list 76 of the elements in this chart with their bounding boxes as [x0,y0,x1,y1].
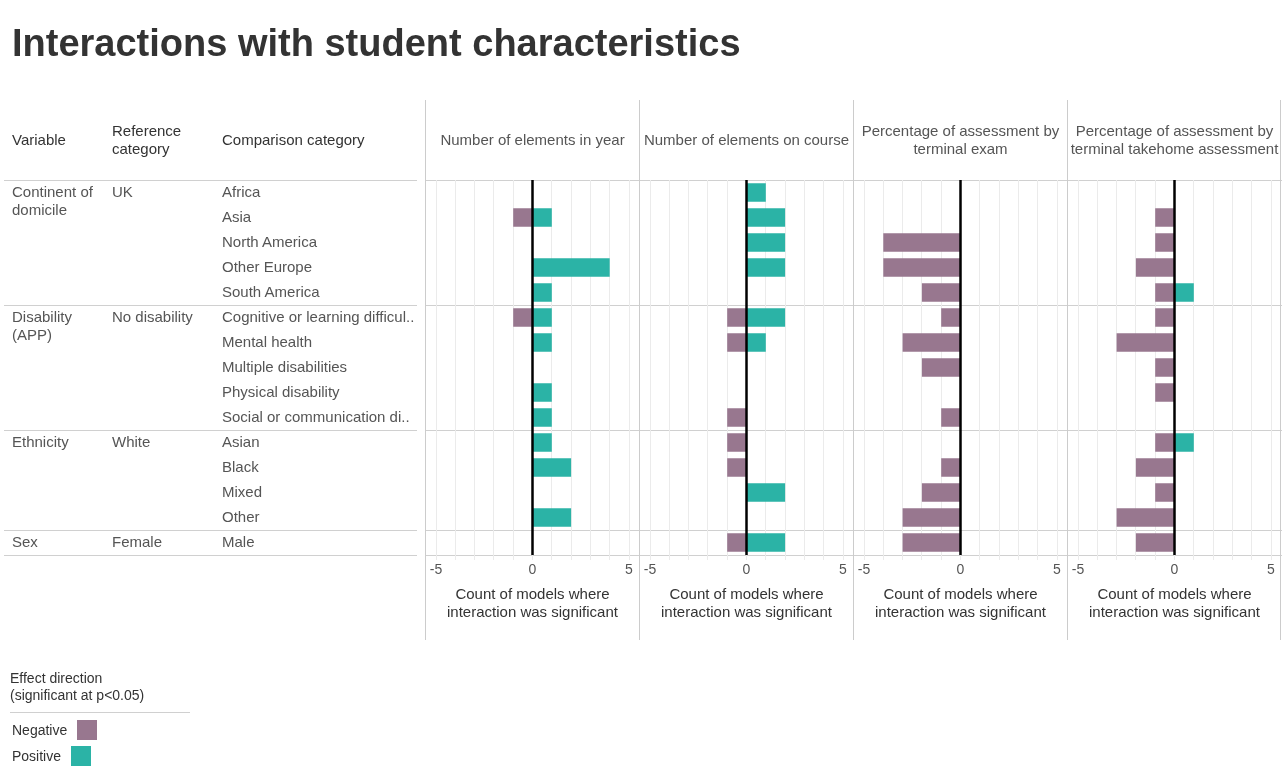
bar [747,258,786,277]
text: No disability [112,308,193,325]
text: Ethnicity [12,433,69,450]
x-tick-label: 0 [528,561,537,578]
bar [533,383,552,402]
legend-label: Positive [12,747,62,766]
bar [747,208,786,227]
x-tick-label: -5 [857,561,871,578]
chart-title: Percentage of assessment by terminal exam [860,121,1061,159]
x-axis-title: Count of models where interaction was significant [1088,585,1261,621]
bar [533,458,572,477]
bar [747,233,786,252]
category-label: Mental health [222,333,313,351]
text: White [112,433,151,450]
bar [747,183,766,202]
bar [747,483,786,502]
text: Sex [12,533,38,550]
bar [727,408,746,427]
text: Disability (APP) [12,308,73,343]
x-axis-title: Count of models where interaction was significant [874,585,1047,621]
legend-title: Effect direction (significant at p<0.05) [10,670,190,713]
category-label: South America [222,283,320,301]
bar [513,308,532,327]
category-label: Physical disability [222,383,340,401]
x-tick-label: 5 [1267,561,1276,578]
bar [533,308,552,327]
x-tick-label: -5 [429,561,443,578]
x-tick-label: 0 [956,561,965,578]
bar [513,208,532,227]
bar [747,333,766,352]
chart-title: Number of elements on course [642,130,851,150]
category-label: Black [222,458,259,476]
category-label: Asia [222,208,252,226]
text: Continent of domicile [12,183,93,218]
x-axis-title: Count of models where interaction was significant [660,585,833,621]
chart-title: Number of elements in year [439,130,626,150]
category-label: Social or communication di.. [222,408,410,426]
text: Variable [12,130,67,150]
bar [533,408,552,427]
x-tick-label: 5 [625,561,634,578]
category-label: Male [222,533,255,551]
x-tick-label: -5 [643,561,657,578]
x-tick-label: -5 [1071,561,1085,578]
bar [747,533,786,552]
category-label: Africa [222,183,261,201]
bar [533,208,552,227]
x-tick-label: 0 [1170,561,1179,578]
text: UK [112,183,133,200]
x-tick-label: 0 [742,561,751,578]
category-label: Other Europe [222,258,313,276]
category-label: Other [222,508,260,526]
text: Reference category [112,121,183,159]
bar [747,308,786,327]
bar [727,308,746,327]
bar [533,258,610,277]
category-label: Multiple disabilities [222,358,348,376]
bar [533,508,572,527]
bar [727,433,746,452]
category-label: Asian [222,433,260,451]
text: Comparison category [222,130,366,150]
text: Interactions with student characteristics [12,22,741,65]
bar [533,333,552,352]
category-label: North America [222,233,318,251]
bar [727,533,746,552]
bar [533,283,552,302]
text: Female [112,533,163,550]
chart-title: Percentage of assessment by terminal takehome assessment [1069,121,1280,159]
x-tick-label: 5 [839,561,848,578]
x-tick-label: 5 [1053,561,1062,578]
category-label: Cognitive or learning difficul.. [222,308,415,326]
bar [727,333,746,352]
bar [533,433,552,452]
category-label: Mixed [222,483,263,501]
x-axis-title: Count of models where interaction was significant [446,585,619,621]
legend-label: Negative [12,721,68,740]
bar [727,458,746,477]
